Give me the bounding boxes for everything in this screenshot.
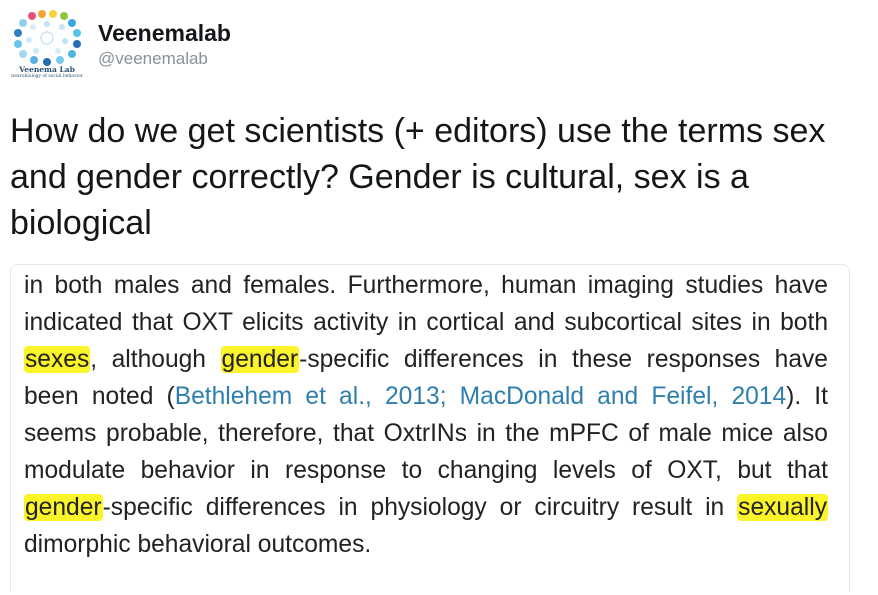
avatar-caption: Veenema Lab (19, 65, 75, 74)
highlight-gender: gender (220, 346, 300, 373)
screen-name[interactable]: @veenemalab (98, 49, 208, 68)
tweet-text: How do we get scientists (+ editors) use… (10, 112, 826, 242)
excerpt-text: ). It seems probable, therefore, that Ox… (24, 383, 828, 484)
avatar[interactable]: Veenema Lab neurobiology of social behav… (10, 10, 84, 84)
excerpt-text: -specific differences in these responses… (24, 346, 828, 410)
highlight-gender: gender (24, 494, 103, 521)
excerpt-text: , although (90, 346, 221, 373)
tweet-media-image[interactable]: in both males and females. Furthermore, … (10, 264, 850, 592)
excerpt-text: dimorphic behavioral outcomes. (24, 531, 372, 558)
highlight-sexes: sexes (24, 346, 91, 373)
citation-link: Bethlehem et al., 2013; MacDonald and Fe… (174, 383, 787, 410)
avatar-subcaption: neurobiology of social behavior (11, 74, 83, 79)
paper-excerpt: in both males and females. Furthermore, … (24, 267, 828, 563)
user-names: Veenemalab @veenemalab (98, 10, 231, 70)
tweet-header: Veenema Lab neurobiology of social behav… (10, 10, 231, 84)
display-name[interactable]: Veenemalab (98, 20, 231, 46)
veenemalab-logo-icon (14, 10, 81, 66)
excerpt-text: -specific differences in physiology or c… (102, 494, 738, 521)
highlight-sexually: sexually (737, 494, 828, 521)
excerpt-text: in both males and females. Furthermore, … (24, 272, 828, 336)
